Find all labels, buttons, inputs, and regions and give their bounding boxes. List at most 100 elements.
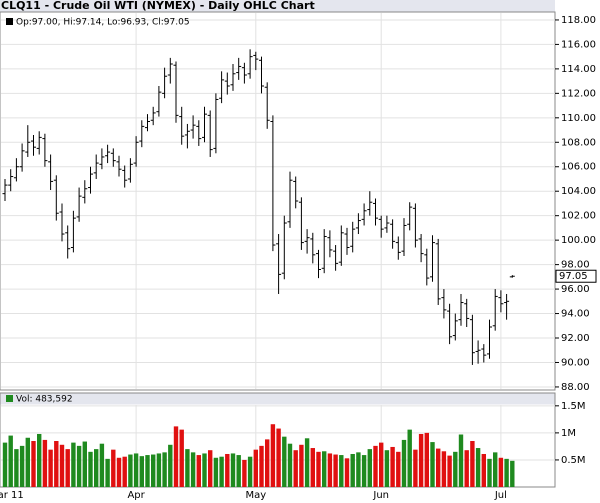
volume-bar	[464, 450, 469, 487]
y-tick-label: 88.00	[561, 382, 590, 393]
volume-bar	[270, 424, 276, 487]
y-tick-label: 1M	[561, 428, 576, 439]
volume-bar	[253, 449, 258, 487]
y-tick-label: 112.00	[561, 88, 596, 99]
x-tick-label: May	[245, 490, 266, 501]
price-tag	[555, 269, 597, 283]
volume-bar	[504, 458, 509, 487]
y-tick-label: 98.00	[561, 260, 590, 271]
volume-bar	[276, 428, 281, 487]
volume-bar	[59, 444, 65, 487]
volume-strip	[0, 393, 555, 405]
volume-bar	[458, 434, 464, 487]
volume-bar	[413, 449, 418, 487]
x-tick-label: Jul	[494, 490, 507, 501]
y-tick-label: 96.00	[561, 284, 590, 295]
legend-icon	[6, 18, 13, 25]
volume-bar	[54, 441, 59, 487]
volume-bar	[350, 453, 355, 487]
volume-bar	[88, 451, 93, 487]
volume-label: Vol: 483,592	[16, 395, 73, 405]
title-strip	[0, 0, 555, 12]
volume-bar	[173, 426, 179, 487]
volume-bar	[316, 451, 321, 487]
volume-bar	[310, 448, 315, 487]
volume-bar	[367, 449, 372, 487]
volume-bar	[436, 448, 441, 487]
volume-bar	[293, 450, 298, 487]
volume-bar	[242, 459, 247, 487]
volume-bar	[196, 455, 201, 487]
volume-bar	[304, 438, 310, 487]
volume-bar	[493, 452, 498, 487]
volume-bar	[94, 449, 99, 487]
y-tick-label: 106.00	[561, 162, 596, 173]
x-tick-label: Mar 11	[0, 490, 24, 501]
volume-bar	[48, 449, 53, 487]
volume-bar	[179, 429, 184, 487]
volume-bar	[322, 451, 327, 487]
volume-bar	[299, 444, 304, 487]
volume-bar	[25, 437, 30, 487]
volume-bar	[116, 457, 122, 487]
volume-bar	[213, 457, 219, 487]
volume-legend-icon	[6, 395, 13, 402]
volume-bar	[145, 455, 150, 487]
y-tick-label: 90.00	[561, 357, 590, 368]
volume-bar	[498, 457, 504, 487]
volume-bar	[327, 453, 333, 487]
volume-bar	[225, 453, 230, 487]
volume-bar	[470, 441, 475, 487]
volume-bar	[379, 442, 384, 487]
volume-bar	[230, 453, 236, 487]
volume-bar	[99, 443, 105, 487]
x-tick-label: Jun	[372, 490, 389, 501]
volume-bar	[76, 445, 82, 487]
volume-bar	[344, 458, 350, 487]
volume-bar	[384, 450, 390, 487]
volume-bar	[139, 456, 144, 487]
volume-bar	[396, 451, 401, 487]
volume-bar	[14, 449, 19, 487]
volume-bar	[82, 441, 87, 487]
volume-bar	[122, 456, 127, 487]
volume-bar	[128, 454, 133, 487]
volume-bar	[162, 452, 167, 487]
volume-bar	[219, 456, 224, 487]
volume-bar	[65, 449, 70, 487]
y-tick-label: 108.00	[561, 137, 596, 148]
volume-bar	[133, 453, 139, 487]
y-tick-label: 102.00	[561, 211, 596, 222]
volume-bar	[208, 450, 213, 487]
volume-bar	[151, 454, 156, 487]
volume-bar	[373, 445, 378, 487]
y-tick-label: 100.00	[561, 235, 596, 246]
volume-bar	[8, 435, 13, 487]
volume-bar	[111, 449, 116, 487]
chart-title: CLQ11 - Crude Oil WTI (NYMEX) - Daily OH…	[1, 0, 315, 12]
volume-bar	[390, 446, 395, 487]
volume-bar	[190, 452, 196, 487]
volume-bar	[487, 458, 492, 487]
y-tick-label: 114.00	[561, 64, 596, 75]
volume-bar	[361, 455, 367, 487]
volume-bar	[339, 455, 344, 487]
volume-bar	[236, 455, 241, 487]
volume-bar	[424, 432, 429, 487]
volume-bar	[407, 429, 412, 487]
y-tick-label: 92.00	[561, 333, 590, 344]
volume-bar	[31, 441, 36, 487]
y-tick-label: 94.00	[561, 309, 590, 320]
x-tick-label: Apr	[127, 490, 145, 501]
y-tick-label: 1.5M	[561, 401, 586, 412]
volume-bar	[447, 455, 452, 487]
volume-bar	[430, 442, 435, 487]
volume-bar	[37, 433, 42, 487]
volume-bar	[71, 442, 76, 487]
price-panel	[0, 11, 556, 391]
y-tick-label: 116.00	[561, 39, 596, 50]
info-label: Op:97.00, Hi:97.14, Lo:96.93, Cl:97.05	[16, 18, 190, 28]
volume-bar	[401, 439, 407, 487]
